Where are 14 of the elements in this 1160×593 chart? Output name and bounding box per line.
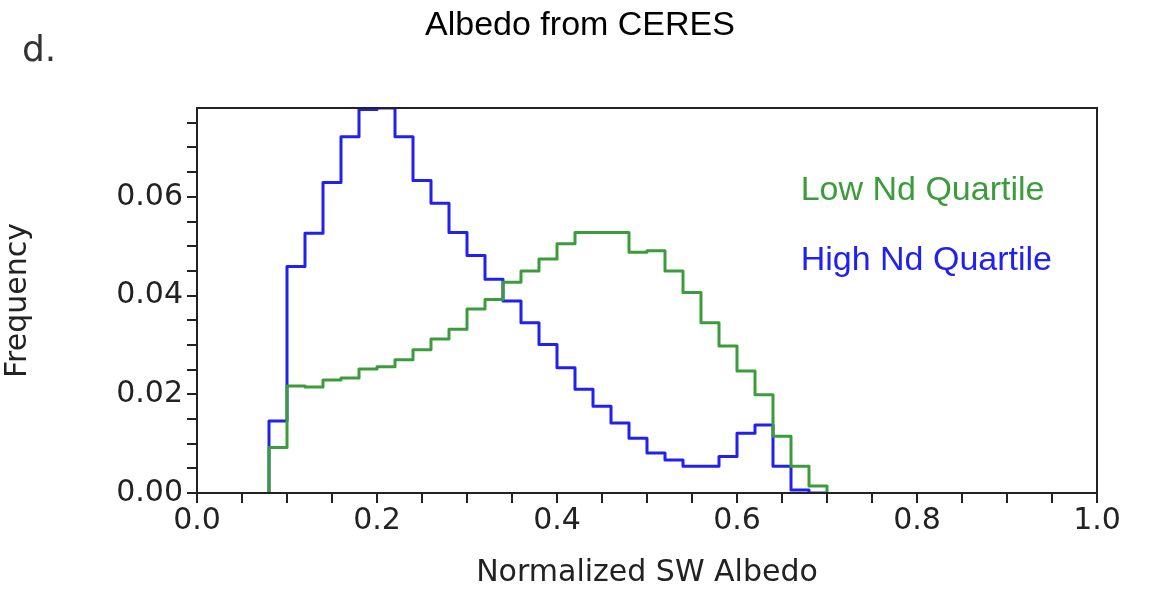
text: Low Nd Quartile: [800, 168, 1046, 209]
text: d.: [22, 28, 57, 69]
chart-title: Albedo from CERES: [425, 4, 735, 42]
y-tick-label: 0.06: [116, 176, 183, 212]
x-tick-label: 0.2: [353, 500, 401, 536]
x-axis-title: Normalized SW Albedo: [476, 552, 818, 588]
x-tick-label: 1.0: [1073, 500, 1121, 536]
text: High Nd Quartile: [800, 238, 1052, 279]
x-tick-label: 0.6: [713, 500, 761, 536]
x-tick-label: 0.8: [893, 500, 941, 536]
y-tick-label: 0.04: [116, 275, 183, 311]
y-tick-label: 0.02: [116, 374, 183, 410]
y-axis-title: Frequency: [0, 223, 33, 378]
x-tick-label: 0.4: [533, 500, 581, 536]
